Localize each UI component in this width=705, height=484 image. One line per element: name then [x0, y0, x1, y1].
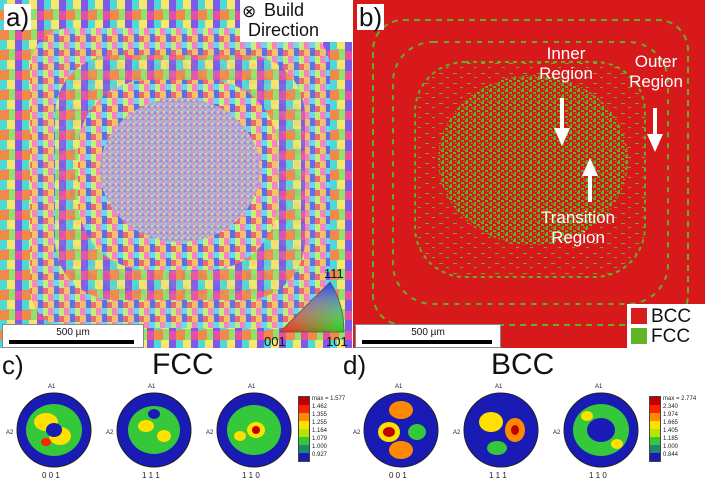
panel-a: a) ⊗ Build Direction 500 µm 1: [0, 0, 352, 349]
ipf-key: 111 001 101: [262, 264, 352, 349]
label-outer-line2: Region: [629, 71, 683, 91]
scale-bar-a-label: 500 µm: [56, 327, 90, 338]
axis-a2: A2: [206, 430, 214, 436]
label-outer-region: Outer Region: [621, 52, 691, 91]
axis-a2: A2: [553, 430, 561, 436]
pole-figure-disc: [563, 392, 639, 468]
ipf-label-001: 001: [264, 334, 286, 349]
scale-bar-a: 500 µm: [2, 324, 144, 348]
axis-a1: A1: [495, 384, 503, 390]
cb-bcc-3: 1.665: [663, 420, 679, 426]
pf-label: 0 0 1: [389, 471, 407, 480]
label-transition-line2: Region: [551, 227, 605, 247]
legend-label-fcc: FCC: [651, 326, 691, 347]
pf-label: 1 1 0: [589, 471, 607, 480]
cb-bcc-7: 0.844: [663, 452, 679, 458]
axis-a2: A2: [106, 430, 114, 436]
panel-d: d) BCC A1 A2 0 0 1 A1 A2 1 1 1 A1 A2: [343, 348, 705, 484]
panel-c-title: FCC: [152, 348, 214, 381]
axis-a1: A1: [48, 384, 56, 390]
cb-fcc-0: max = 1.577: [312, 396, 346, 402]
cb-fcc-1: 1.462: [312, 404, 328, 410]
axis-a2: A2: [6, 430, 14, 436]
colorbar-fcc-strip: [298, 396, 310, 462]
colorbar-bcc-strip: [649, 396, 661, 462]
build-direction-line2: Direction: [248, 20, 320, 40]
ipf-label-101: 101: [326, 334, 348, 349]
arrow-outer: [647, 108, 663, 152]
ipf-map: [0, 0, 352, 348]
pf-label: 0 0 1: [42, 471, 60, 480]
panel-c-label: c): [2, 350, 24, 380]
axis-a1: A1: [595, 384, 603, 390]
pole-figure-disc: [363, 392, 439, 468]
panel-c: c) FCC A1 A2 0 0 1 A1 A2 1 1 1 A1 A2: [0, 350, 352, 484]
label-transition-line1: Transition: [540, 208, 615, 227]
cb-bcc-2: 1.974: [663, 412, 679, 418]
scale-bar-b-label: 500 µm: [411, 327, 445, 338]
label-transition-region: Transition Region: [533, 208, 623, 247]
axis-a1: A1: [248, 384, 256, 390]
arrow-transition: [582, 158, 598, 202]
axis-a1: A1: [148, 384, 156, 390]
build-direction-icon: ⊗: [242, 2, 257, 22]
panel-d-title: BCC: [491, 348, 555, 381]
cb-bcc-5: 1.185: [663, 436, 679, 442]
axis-a2: A2: [453, 430, 461, 436]
build-direction-box: ⊗ Build Direction: [240, 0, 352, 42]
colorbar-fcc: max = 1.577 1.462 1.355 1.255 1.164 1.07…: [298, 396, 352, 466]
ipf-label-111: 111: [324, 266, 344, 281]
cb-fcc-3: 1.255: [312, 420, 328, 426]
pole-figure-disc: [116, 392, 192, 468]
scale-bar-b-line: [362, 340, 492, 344]
axis-a2: A2: [353, 430, 361, 436]
legend-swatch-fcc: [631, 328, 647, 344]
pf-fcc-001: A1 A2 0 0 1: [6, 384, 96, 484]
axis-a1: A1: [395, 384, 403, 390]
phase-legend: BCC FCC: [627, 304, 705, 348]
pf-fcc-111: A1 A2 1 1 1: [106, 384, 196, 484]
pole-figure-disc: [463, 392, 539, 468]
ipf-triangle: [279, 281, 345, 333]
label-outer-line1: Outer: [634, 52, 678, 71]
scale-bar-a-line: [9, 340, 134, 344]
legend-swatch-bcc: [631, 308, 647, 324]
pf-label: 1 1 1: [142, 471, 160, 480]
cb-bcc-6: 1.000: [663, 444, 679, 450]
pole-figure-disc: [16, 392, 92, 468]
cb-fcc-5: 1.079: [312, 436, 328, 442]
panel-a-label: a): [4, 2, 32, 32]
build-direction-line1: Build: [264, 0, 305, 20]
pf-bcc-111: A1 A2 1 1 1: [453, 384, 543, 484]
panel-b-label: b): [357, 2, 385, 32]
colorbar-bcc: max = 2.774 2.340 1.974 1.665 1.405 1.18…: [649, 396, 703, 466]
panel-d-label: d): [343, 350, 367, 380]
cb-fcc-4: 1.164: [312, 428, 328, 434]
label-inner-region: Inner Region: [531, 44, 601, 83]
cb-bcc-0: max = 2.774: [663, 396, 697, 402]
label-inner-line2: Region: [539, 63, 593, 83]
pole-figure-disc: [216, 392, 292, 468]
arrow-inner: [554, 98, 570, 146]
legend-label-bcc: BCC: [651, 306, 692, 327]
label-inner-line1: Inner: [546, 44, 586, 63]
phase-map: [353, 0, 705, 348]
pf-label: 1 1 0: [242, 471, 260, 480]
scale-bar-b: 500 µm: [355, 324, 501, 348]
pf-fcc-110: A1 A2 1 1 0: [206, 384, 296, 484]
cb-bcc-1: 2.340: [663, 404, 679, 410]
cb-fcc-2: 1.355: [312, 412, 328, 418]
cb-fcc-7: 0.927: [312, 452, 328, 458]
cb-bcc-4: 1.405: [663, 428, 679, 434]
panel-b: b) Inner Region Outer Region Transition …: [353, 0, 705, 348]
pf-label: 1 1 1: [489, 471, 507, 480]
cb-fcc-6: 1.000: [312, 444, 328, 450]
pf-bcc-001: A1 A2 0 0 1: [353, 384, 443, 484]
pf-bcc-110: A1 A2 1 1 0: [553, 384, 643, 484]
